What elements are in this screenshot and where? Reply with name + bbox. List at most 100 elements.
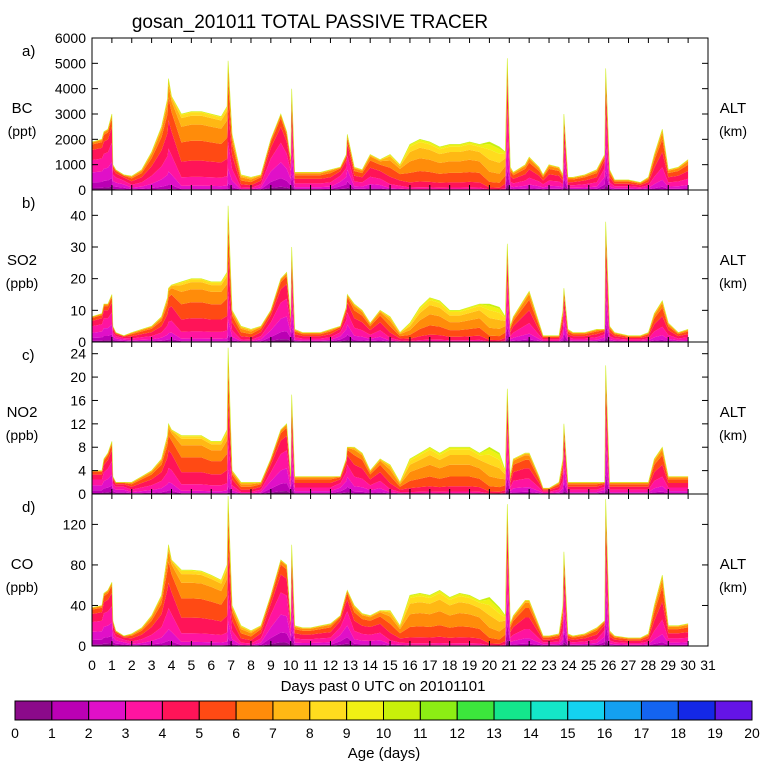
colorbar-tick-label: 5	[195, 725, 203, 741]
x-tick-label: 26	[601, 657, 617, 673]
x-tick-label: 4	[168, 657, 176, 673]
unit-label: (ppt)	[8, 123, 37, 139]
x-tick-label: 9	[267, 657, 275, 673]
age-layer-3	[92, 414, 689, 494]
age-layer-7	[92, 58, 689, 183]
panel-co: 0 40 80 120 d) CO (ppb) ALT (km)	[6, 493, 747, 654]
y-tick-label: 80	[70, 557, 86, 573]
x-tick-label: 21	[502, 657, 518, 673]
x-tick-label: 31	[700, 657, 716, 673]
x-tick-label: 22	[521, 657, 537, 673]
alt-label: ALT	[720, 404, 746, 421]
age-colorbar: 0 1 2 3 4 5 6 7 8 9 10 11 12 13 14 15 16 17 18 19 20	[11, 700, 760, 741]
colorbar-cell	[346, 700, 384, 721]
species-label: CO	[11, 556, 34, 573]
colorbar-tick-label: 3	[122, 725, 130, 741]
colorbar-tick-label: 4	[159, 725, 167, 741]
x-tick-label: 15	[382, 657, 398, 673]
colorbar-tick-label: 6	[232, 725, 240, 741]
x-tick-label: 30	[680, 657, 696, 673]
species-label: SO2	[7, 252, 37, 269]
unit-label: (ppb)	[6, 427, 39, 443]
y-tick-label: 0	[78, 182, 86, 198]
x-tick-label: 7	[227, 657, 235, 673]
age-layer-4	[92, 523, 689, 646]
colorbar-cell	[14, 700, 53, 721]
colorbar-tick-label: 13	[486, 725, 502, 741]
colorbar-cell	[309, 700, 348, 721]
colorbar-tick-label: 8	[306, 725, 314, 741]
x-tick-label: 16	[402, 657, 418, 673]
y-tick-label: 20	[70, 271, 86, 287]
x-tick-label: 2	[128, 657, 136, 673]
colorbar-cell	[161, 700, 200, 721]
panel-frame	[91, 493, 709, 647]
colorbar-tick-label: 16	[597, 725, 613, 741]
alt-label: ALT	[720, 100, 746, 117]
colorbar-cell	[88, 700, 127, 721]
colorbar-cell	[235, 700, 274, 721]
y-tick-label: 8	[78, 439, 86, 455]
y-tick-label: 3000	[55, 106, 86, 122]
colorbar-cell	[272, 700, 311, 721]
x-tick-label: 1	[108, 657, 116, 673]
colorbar-tick-label: 1	[48, 725, 56, 741]
km-label: (km)	[719, 579, 747, 595]
colorbar-tick-label: 19	[707, 725, 723, 741]
y-tick-label: 0	[78, 334, 86, 350]
x-tick-label: 6	[207, 657, 215, 673]
colorbar-cell	[567, 700, 606, 721]
colorbar-cell	[383, 700, 421, 721]
colorbar-tick-label: 14	[523, 725, 539, 741]
panels-group: 0100020003000400050006000a)BC(ppt)ALT(km…	[6, 30, 747, 654]
x-tick-label: 24	[561, 657, 577, 673]
total-line	[91, 58, 689, 183]
y-tick-label: 0	[78, 638, 86, 654]
panel-bc: 0 1000 2000 3000 4000 5000 6000 a) BC (ppt) ALT (km…	[8, 30, 747, 198]
colorbar-tick-label: 12	[449, 725, 465, 741]
km-label: (km)	[719, 427, 747, 443]
colorbar-tick-label: 11	[413, 725, 428, 741]
colorbar-label: Age (days)	[348, 745, 421, 762]
unit-label: (ppb)	[6, 579, 39, 595]
colorbar-cell	[530, 700, 569, 721]
total-line	[91, 495, 689, 639]
y-tick-label: 30	[70, 239, 86, 255]
alt-label: ALT	[720, 252, 746, 269]
y-tick-label: 2000	[55, 131, 86, 147]
x-axis: 0 1 2 3 4 5 6 7 8 9 10 11 12 13 14 15 16 17 18 19 20 21 22 23 24…	[88, 657, 716, 673]
x-tick-label: 17	[422, 657, 438, 673]
y-tick-label: 120	[63, 516, 87, 532]
x-tick-label: 27	[621, 657, 637, 673]
y-tick-label: 0	[78, 486, 86, 502]
x-tick-label: 18	[442, 657, 458, 673]
colorbar-cell	[604, 700, 642, 721]
species-label: BC	[12, 100, 33, 117]
x-tick-label: 25	[581, 657, 597, 673]
x-tick-label: 28	[641, 657, 657, 673]
panel-no2: 0 4 8 12 16 20 24 c) NO2 (ppb) ALT (km)	[6, 341, 747, 502]
colorbar-cell	[493, 700, 532, 721]
panel-letter: a)	[22, 43, 35, 60]
age-layer-5	[92, 228, 689, 341]
x-axis-label: Days past 0 UTC on 20101101	[281, 678, 486, 695]
y-tick-label: 20	[70, 369, 86, 385]
y-tick-label: 12	[70, 416, 86, 432]
unit-label: (ppb)	[6, 275, 39, 291]
panel-so2: 0 10 20 30 40 b) SO2 (ppb) ALT (km)	[6, 189, 747, 350]
panel-letter: b)	[22, 195, 35, 212]
colorbar-cell	[456, 700, 495, 721]
x-tick-label: 20	[482, 657, 498, 673]
y-tick-label: 4	[78, 463, 86, 479]
x-tick-label: 29	[660, 657, 676, 673]
colorbar-tick-label: 0	[11, 725, 19, 741]
species-label: NO2	[7, 404, 38, 421]
x-tick-label: 5	[187, 657, 195, 673]
colorbar-tick-label: 9	[343, 725, 351, 741]
y-tick-label: 40	[70, 207, 86, 223]
x-tick-label: 3	[148, 657, 156, 673]
y-tick-label: 6000	[55, 30, 86, 46]
age-layer-4	[92, 387, 689, 494]
colorbar-tick-label: 10	[376, 725, 392, 741]
